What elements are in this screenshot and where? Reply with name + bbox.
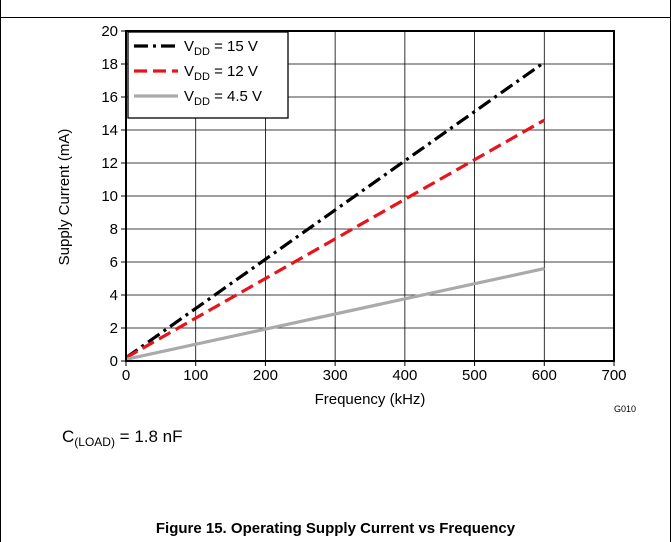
x-tick-label: 600 <box>532 367 557 384</box>
legend-label-3: VDD = 4.5 V <box>184 88 262 108</box>
y-tick-label: 20 <box>101 23 118 40</box>
graph-id: G010 <box>614 404 636 414</box>
legend-label-sub: DD <box>194 71 210 83</box>
series-line-3 <box>125 267 545 361</box>
y-tick-label: 10 <box>101 188 118 205</box>
x-tick-label: 0 <box>122 367 130 384</box>
legend-label-rest: = 12 V <box>210 63 258 80</box>
y-tick-label: 12 <box>101 155 118 172</box>
load-condition-label: C(LOAD) = 1.8 nF <box>62 427 183 449</box>
tick-labels: 0 100 200 300 400 500 600 700 0 2 4 6 8 10 12 14 16 18 20 <box>101 23 626 384</box>
series-line-2 <box>125 118 546 360</box>
legend-label-main: V <box>184 38 194 55</box>
x-tick-label: 400 <box>392 367 417 384</box>
legend-label-main: V <box>184 63 194 80</box>
x-axis-label: Frequency (kHz) <box>315 391 426 408</box>
x-tick-label: 100 <box>183 367 208 384</box>
legend-label-2: VDD = 12 V <box>184 63 258 83</box>
y-tick-label: 4 <box>110 287 118 304</box>
legend-label-main: V <box>184 88 194 105</box>
legend-label-sub: DD <box>194 46 210 58</box>
load-condition-rest: = 1.8 nF <box>115 427 183 446</box>
figure-caption: Figure 15. Operating Supply Current vs F… <box>155 520 516 537</box>
x-tick-label: 700 <box>601 367 626 384</box>
y-tick-label: 6 <box>110 254 118 271</box>
legend-label-rest: = 15 V <box>210 38 258 55</box>
plot-border <box>125 30 615 362</box>
y-tick-label: 14 <box>101 122 118 139</box>
load-condition-sub: (LOAD) <box>74 435 115 449</box>
left-border <box>0 18 1 542</box>
series-layer <box>125 61 546 361</box>
grid-lines <box>121 30 615 366</box>
y-axis-label: Supply Current (mA) <box>56 129 73 266</box>
y-tick-label: 8 <box>110 221 118 238</box>
y-tick-label: 18 <box>101 56 118 73</box>
x-tick-label: 200 <box>253 367 278 384</box>
load-condition-main: C <box>62 427 74 446</box>
legend-label-sub: DD <box>194 96 210 108</box>
y-tick-label: 16 <box>101 89 118 106</box>
y-tick-label: 2 <box>110 320 118 337</box>
x-tick-label: 300 <box>323 367 348 384</box>
legend-label-1: VDD = 15 V <box>184 38 258 58</box>
x-tick-label: 500 <box>462 367 487 384</box>
y-tick-label: 0 <box>110 353 118 370</box>
series-line-1 <box>125 61 546 360</box>
legend-label-rest: = 4.5 V <box>210 88 262 105</box>
